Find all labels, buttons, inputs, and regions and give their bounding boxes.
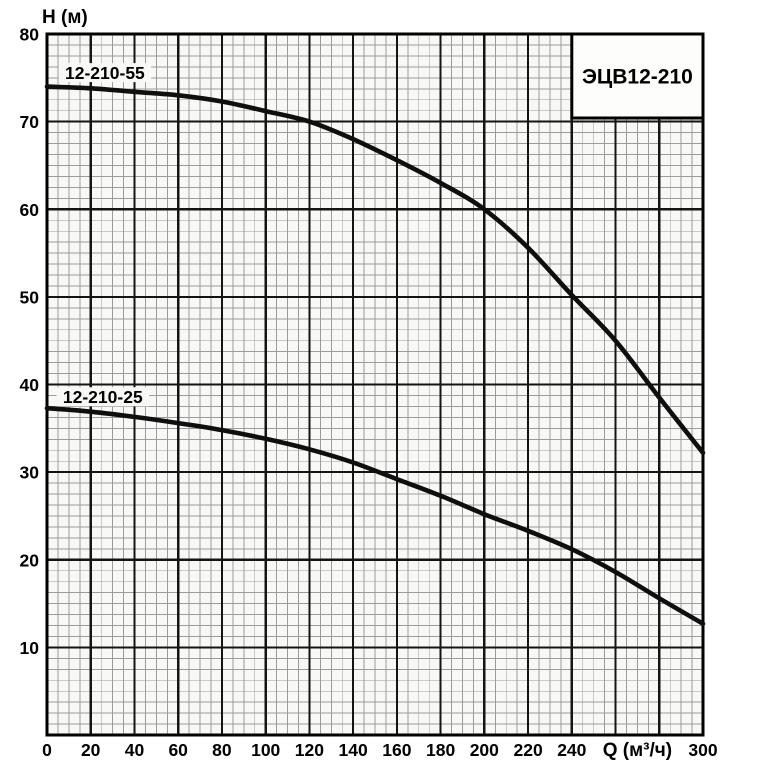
x-tick-label-240: 240	[557, 740, 586, 760]
x-axis-label: Q (м³/ч)	[603, 740, 672, 761]
x-tick-label-140: 140	[338, 740, 367, 760]
y-axis-label: Н (м)	[42, 7, 88, 28]
curve-label-bg-12-210-55	[58, 63, 152, 83]
curve-12-210-25	[44, 405, 706, 626]
x-tick-label-60: 60	[168, 740, 188, 760]
y-tick-label-70: 70	[20, 112, 40, 132]
y-tick-label-20: 20	[20, 550, 40, 570]
x-tick-label-160: 160	[382, 740, 411, 760]
x-tick-label-200: 200	[470, 740, 499, 760]
chart-title: ЭЦВ12-210	[582, 66, 693, 89]
curve-12-210-55	[44, 84, 706, 456]
x-tick-label-220: 220	[513, 740, 542, 760]
x-tick-label-120: 120	[295, 740, 324, 760]
x-tick-label-0: 0	[42, 740, 52, 760]
x-tick-label-20: 20	[81, 740, 101, 760]
chart-title-box	[570, 32, 705, 120]
curve-label-bg-12-210-25	[56, 387, 149, 407]
plot-frame	[45, 32, 705, 737]
x-tick-label-80: 80	[212, 740, 232, 760]
y-tick-label-60: 60	[20, 200, 40, 220]
x-tick-label-180: 180	[426, 740, 455, 760]
curve-label-12-210-25: 12-210-25	[63, 387, 143, 407]
y-tick-label-10: 10	[20, 638, 40, 658]
y-tick-label-40: 40	[20, 375, 40, 395]
x-tick-label-100: 100	[251, 740, 280, 760]
y-tick-label-30: 30	[20, 463, 40, 483]
y-tick-label-50: 50	[20, 287, 40, 307]
y-tick-label-80: 80	[20, 25, 40, 45]
curve-label-12-210-55: 12-210-55	[65, 63, 145, 83]
x-tick-label-40: 40	[125, 740, 145, 760]
x-tick-label-300: 300	[688, 740, 717, 760]
